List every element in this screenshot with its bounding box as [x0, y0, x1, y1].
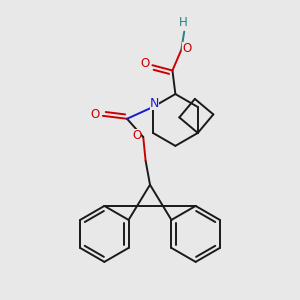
- Text: N: N: [150, 97, 159, 110]
- Text: O: O: [140, 57, 150, 70]
- Text: O: O: [90, 108, 99, 121]
- Text: H: H: [179, 16, 188, 29]
- Text: O: O: [132, 129, 141, 142]
- Text: N: N: [150, 97, 159, 110]
- Text: O: O: [182, 42, 191, 55]
